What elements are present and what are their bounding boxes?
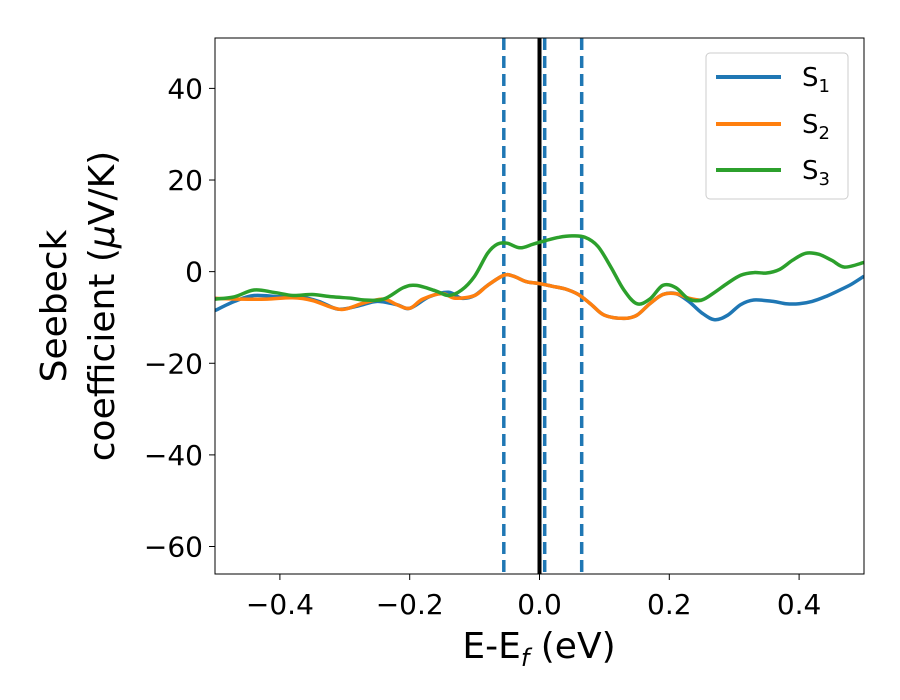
legend-label-s2: S2	[802, 110, 830, 144]
x-tick-label: −0.2	[376, 588, 444, 621]
y-axis-label-line2: coefficient (μV/K)	[82, 151, 123, 461]
series-group	[215, 234, 864, 322]
y-tick-label: 20	[167, 164, 203, 197]
series-line-s2	[215, 272, 703, 321]
y-axis-label: Seebeck coefficient (μV/K)	[34, 151, 123, 461]
series-line-s3	[215, 234, 864, 306]
x-axis-label-unit: (eV)	[529, 626, 615, 667]
y-tick-label: −60	[144, 531, 203, 564]
legend-label-s3: S3	[802, 156, 830, 190]
x-tick-label: 0.4	[777, 588, 822, 621]
x-axis-ticks: −0.4 −0.2 0.0 0.2 0.4	[246, 574, 821, 621]
x-tick-label: 0.2	[647, 588, 692, 621]
y-axis-label-line1: Seebeck	[34, 229, 75, 382]
y-axis-ticks: 40 20 0 −20 −40 −60	[144, 72, 215, 564]
x-axis-label-main: E-E	[462, 626, 520, 667]
y-tick-label: −40	[144, 439, 203, 472]
y-tick-label: 40	[167, 72, 203, 105]
legend-label-s1: S1	[802, 63, 830, 97]
reference-lines	[502, 38, 584, 574]
x-tick-label: −0.4	[246, 588, 314, 621]
y-tick-label: 0	[185, 256, 203, 289]
x-tick-label: 0.0	[517, 588, 562, 621]
x-axis-label: E-Ef (eV)	[462, 626, 615, 672]
y-tick-label: −20	[144, 347, 203, 380]
legend: S1 S2 S3	[705, 52, 849, 200]
